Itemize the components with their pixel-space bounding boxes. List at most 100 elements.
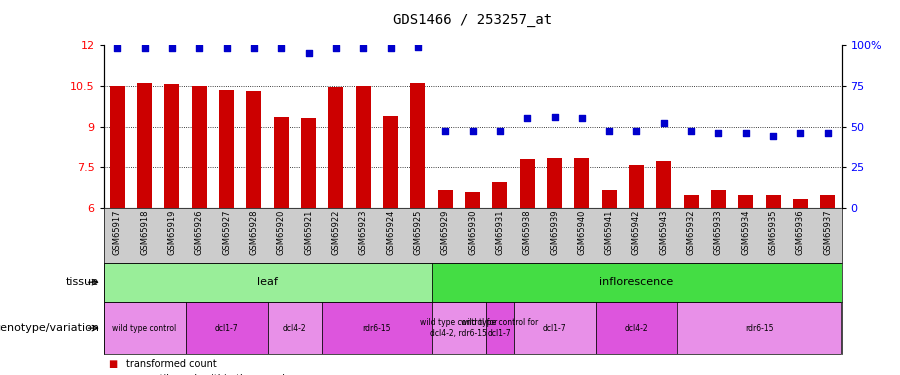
Bar	[492, 182, 508, 208]
Text: wild type control: wild type control	[112, 324, 176, 333]
Bar	[678, 302, 842, 354]
Bar	[596, 302, 678, 354]
Bar	[267, 302, 322, 354]
Text: GSM65943: GSM65943	[660, 210, 669, 255]
Text: dcl1-7: dcl1-7	[215, 324, 238, 333]
Point	[793, 130, 807, 136]
Point	[438, 129, 453, 135]
Point	[547, 114, 562, 120]
Text: GSM65938: GSM65938	[523, 210, 532, 255]
Bar	[104, 302, 185, 354]
Bar	[437, 190, 453, 208]
Bar	[165, 84, 179, 208]
Point	[356, 45, 371, 51]
Bar	[629, 165, 644, 208]
Bar	[328, 87, 344, 208]
Text: GSM65942: GSM65942	[632, 210, 641, 255]
Text: rdr6-15: rdr6-15	[745, 324, 774, 333]
Text: wild type control for
dcl1-7: wild type control for dcl1-7	[461, 318, 538, 338]
Point	[465, 129, 480, 135]
Point	[138, 45, 152, 51]
Bar	[219, 90, 234, 208]
Bar	[301, 118, 316, 208]
Bar	[185, 302, 267, 354]
Bar	[514, 302, 596, 354]
Point	[247, 45, 261, 51]
Text: GSM65937: GSM65937	[824, 210, 832, 255]
Text: GSM65928: GSM65928	[249, 210, 258, 255]
Bar	[137, 83, 152, 208]
Text: GSM65922: GSM65922	[331, 210, 340, 255]
Text: GSM65920: GSM65920	[276, 210, 285, 255]
Text: GSM65925: GSM65925	[413, 210, 422, 255]
Point	[220, 45, 234, 51]
Text: GSM65917: GSM65917	[112, 210, 122, 255]
Text: GSM65918: GSM65918	[140, 210, 149, 255]
Text: GSM65929: GSM65929	[441, 210, 450, 255]
Point	[739, 130, 753, 136]
Bar	[547, 158, 562, 208]
Point	[165, 45, 179, 51]
Point	[821, 130, 835, 136]
Text: ■: ■	[108, 374, 117, 375]
Point	[574, 116, 589, 122]
Bar	[766, 195, 780, 208]
Text: GSM65927: GSM65927	[222, 210, 231, 255]
Text: wild type control for
dcl4-2, rdr6-15: wild type control for dcl4-2, rdr6-15	[420, 318, 498, 338]
Text: GSM65934: GSM65934	[742, 210, 751, 255]
Text: dcl4-2: dcl4-2	[283, 324, 307, 333]
Bar	[574, 158, 590, 208]
Bar	[820, 195, 835, 208]
Text: GSM65941: GSM65941	[605, 210, 614, 255]
Text: genotype/variation: genotype/variation	[0, 323, 99, 333]
Bar	[322, 302, 431, 354]
Bar	[383, 116, 398, 208]
Text: transformed count: transformed count	[126, 359, 217, 369]
Bar	[519, 159, 535, 208]
Text: rdr6-15: rdr6-15	[363, 324, 392, 333]
Bar	[711, 190, 726, 208]
Text: inflorescence: inflorescence	[599, 277, 673, 287]
Point	[192, 45, 206, 51]
Bar	[410, 83, 426, 208]
Text: GSM65933: GSM65933	[714, 210, 723, 255]
Point	[766, 134, 780, 140]
Point	[328, 45, 343, 51]
Bar	[192, 86, 207, 208]
Point	[520, 116, 535, 122]
Text: GSM65932: GSM65932	[687, 210, 696, 255]
Text: GSM65936: GSM65936	[796, 210, 805, 255]
Text: leaf: leaf	[257, 277, 278, 287]
Text: GSM65935: GSM65935	[769, 210, 778, 255]
Text: dcl4-2: dcl4-2	[625, 324, 648, 333]
Text: GSM65923: GSM65923	[359, 210, 368, 255]
Bar	[656, 160, 671, 208]
Bar	[356, 86, 371, 208]
Text: GSM65930: GSM65930	[468, 210, 477, 255]
Text: ■: ■	[108, 359, 117, 369]
Point	[711, 130, 725, 136]
Text: percentile rank within the sample: percentile rank within the sample	[126, 374, 291, 375]
Bar	[110, 86, 125, 208]
Bar	[431, 262, 842, 302]
Bar	[465, 192, 480, 208]
Text: dcl1-7: dcl1-7	[543, 324, 566, 333]
Point	[684, 129, 698, 135]
Bar	[486, 302, 514, 354]
Text: GDS1466 / 253257_at: GDS1466 / 253257_at	[393, 13, 552, 27]
Point	[383, 45, 398, 51]
Text: GSM65940: GSM65940	[577, 210, 586, 255]
Text: GSM65921: GSM65921	[304, 210, 313, 255]
Bar	[793, 199, 808, 208]
Bar	[684, 195, 698, 208]
Text: GSM65931: GSM65931	[495, 210, 504, 255]
Bar	[274, 117, 289, 208]
Text: GSM65926: GSM65926	[194, 210, 203, 255]
Text: GSM65919: GSM65919	[167, 210, 176, 255]
Bar	[247, 91, 261, 208]
Point	[274, 45, 288, 51]
Text: GSM65939: GSM65939	[550, 210, 559, 255]
Bar	[431, 302, 486, 354]
Point	[657, 120, 671, 126]
Point	[602, 129, 616, 135]
